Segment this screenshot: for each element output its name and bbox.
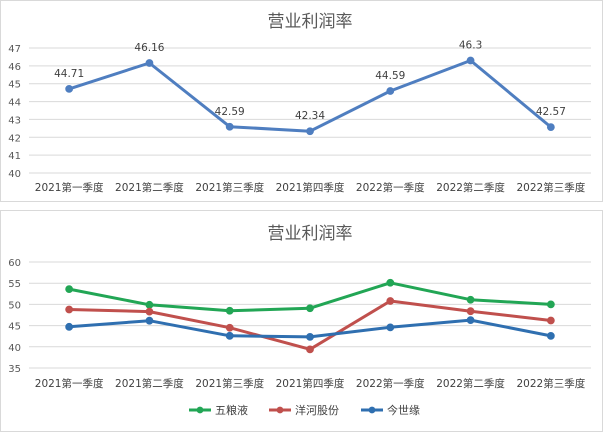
top-x-tick-label: 2021第二季度 xyxy=(115,181,184,194)
bottom-y-tick-label: 50 xyxy=(8,300,21,311)
bottom-data-point xyxy=(386,297,395,305)
bottom-title: 营业利润率 xyxy=(268,224,353,244)
chart-panel-bottom: 营业利润率 60 55 50 45 40 35 2021第一季度 2021第二季度 2021第三季… xyxy=(0,210,603,432)
top-x-tick-label: 2022第二季度 xyxy=(436,181,505,194)
top-data-label: 42.34 xyxy=(295,110,325,122)
bottom-data-point xyxy=(65,285,74,294)
bottom-data-point xyxy=(225,323,234,332)
chart-top-svg: 营业利润率 47 46 45 44 43 42 41 40 2021第一季度 2021第二季度 202… xyxy=(8,12,591,194)
bottom-x-tick-label: 2021第一季度 xyxy=(35,377,104,390)
bottom-data-point xyxy=(546,316,555,325)
bottom-data-point xyxy=(466,295,475,304)
top-data-label: 46.16 xyxy=(134,42,164,54)
bottom-data-point xyxy=(306,332,314,341)
bottom-legend-swatch-marker xyxy=(276,406,284,414)
top-y-tick-label: 46 xyxy=(8,62,21,73)
bottom-data-point xyxy=(145,316,154,325)
bottom-y-tick-label: 35 xyxy=(8,364,21,375)
top-data-label: 44.59 xyxy=(375,70,405,82)
bottom-data-point xyxy=(306,345,314,354)
bottom-x-tick-label: 2022第三季度 xyxy=(516,377,585,390)
bottom-data-point xyxy=(145,307,154,316)
bottom-y-tick-label: 40 xyxy=(8,343,21,354)
bottom-x-tick-label: 2022第二季度 xyxy=(436,377,505,390)
bottom-y-tick-label: 45 xyxy=(8,322,21,333)
top-y-tick-label: 40 xyxy=(8,169,21,180)
bottom-x-tick-label: 2021第四季度 xyxy=(276,377,345,390)
bottom-data-point xyxy=(466,316,475,324)
top-data-label: 46.3 xyxy=(459,40,482,52)
top-data-label: 42.59 xyxy=(215,106,245,118)
bottom-data-point xyxy=(546,300,555,309)
bottom-x-tick-label: 2021第三季度 xyxy=(195,377,264,390)
bottom-data-point xyxy=(65,305,74,314)
bottom-data-point xyxy=(225,306,234,315)
top-data-point xyxy=(546,123,555,132)
top-x-tick-label: 2021第三季度 xyxy=(195,181,264,194)
bottom-data-point xyxy=(225,331,234,340)
top-x-tick-label: 2021第一季度 xyxy=(35,181,104,194)
bottom-data-point xyxy=(546,332,555,340)
bottom-legend-swatch-marker xyxy=(368,406,376,414)
top-y-tick-label: 47 xyxy=(8,44,21,55)
bottom-x-tick-label: 2021第二季度 xyxy=(115,377,184,390)
top-y-tick-label: 43 xyxy=(8,115,21,126)
top-x-tick-label: 2021第四季度 xyxy=(276,181,345,194)
top-data-point xyxy=(306,127,314,136)
bottom-y-tick-label: 55 xyxy=(8,279,21,290)
bottom-legend-label: 洋河股份 xyxy=(295,403,339,417)
top-data-label: 42.57 xyxy=(536,106,566,118)
top-data-point xyxy=(145,59,154,67)
bottom-legend-label: 五粮液 xyxy=(215,403,248,417)
top-y-tick-label: 45 xyxy=(8,80,21,91)
top-y-tick-label: 42 xyxy=(8,133,21,144)
bottom-legend-label: 今世缘 xyxy=(387,403,420,417)
top-data-point xyxy=(466,56,475,65)
top-data-point xyxy=(225,122,234,131)
bottom-y-tick-label: 60 xyxy=(8,258,21,269)
bottom-legend-swatch-marker xyxy=(196,406,204,414)
top-x-tick-label: 2022第三季度 xyxy=(516,181,585,194)
top-data-label: 44.71 xyxy=(54,68,84,80)
top-title: 营业利润率 xyxy=(268,12,353,32)
bottom-data-point xyxy=(386,323,395,332)
bottom-data-point xyxy=(306,304,314,313)
top-data-point xyxy=(65,84,74,93)
top-y-tick-label: 41 xyxy=(8,151,21,162)
chart-panel-top: 营业利润率 47 46 45 44 43 42 41 40 2021第一季度 2021第二季度 202… xyxy=(0,0,603,202)
top-y-tick-label: 44 xyxy=(8,98,21,109)
chart-bottom-svg: 营业利润率 60 55 50 45 40 35 2021第一季度 2021第二季度 2021第三季… xyxy=(8,224,591,417)
bottom-x-tick-label: 2022第一季度 xyxy=(356,377,425,390)
top-data-point xyxy=(386,87,395,95)
top-x-tick-label: 2022第一季度 xyxy=(356,181,425,194)
bottom-data-point xyxy=(386,278,395,287)
bottom-data-point xyxy=(466,307,475,316)
bottom-data-point xyxy=(65,322,74,331)
bottom-data-point xyxy=(145,300,154,309)
